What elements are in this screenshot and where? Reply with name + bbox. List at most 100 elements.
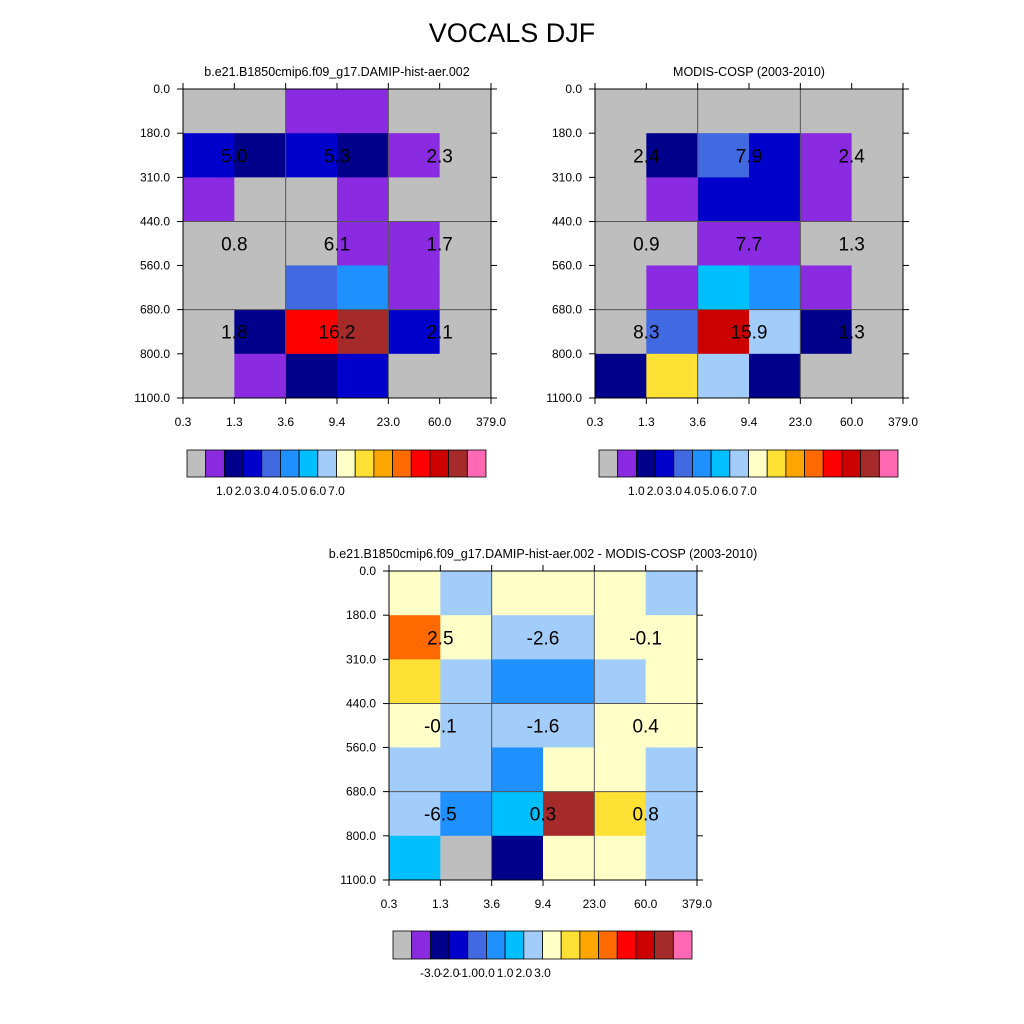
heatmap-cell	[646, 353, 699, 399]
colorbar-swatch	[336, 449, 356, 478]
heatmap-cell	[389, 615, 441, 660]
heatmap-cell	[594, 659, 647, 705]
heatmap-cell	[388, 265, 441, 311]
y-tick-label: 310.0	[552, 170, 582, 184]
heatmap-cell	[594, 835, 647, 881]
heatmap-cell	[234, 221, 287, 266]
colorbar-label: 6.0	[309, 484, 326, 498]
y-tick-label: 440.0	[140, 215, 170, 229]
heatmap-panel-3: b.e21.B1850cmip6.f09_g17.DAMIP-hist-aer.…	[329, 547, 757, 980]
y-tick-label: 560.0	[552, 258, 582, 272]
y-tick-label: 1100.0	[340, 873, 376, 887]
colorbar-swatch	[280, 449, 300, 478]
colorbar-swatch	[466, 449, 487, 478]
heatmap-cell	[595, 221, 647, 266]
heatmap-cell	[595, 177, 647, 223]
heatmap-cell	[183, 89, 235, 134]
colorbar-swatch	[429, 449, 450, 478]
colorbar-swatch	[261, 449, 281, 478]
colorbar-swatch	[804, 449, 824, 478]
heatmap-cell	[440, 791, 493, 837]
heatmap-cell	[749, 353, 801, 399]
heatmap-cell	[337, 265, 389, 311]
heatmap-cell	[491, 571, 544, 616]
x-tick-label: 379.0	[682, 897, 712, 911]
x-tick-label: 1.3	[432, 897, 449, 911]
colorbar-swatch	[616, 930, 637, 960]
heatmap-cell	[697, 133, 750, 178]
heatmap-cell	[543, 703, 595, 748]
heatmap-cell	[646, 221, 699, 266]
heatmap-cell	[645, 571, 698, 616]
heatmap-cell	[594, 615, 647, 660]
y-tick-label: 800.0	[346, 829, 376, 843]
heatmap-cell	[800, 353, 853, 399]
x-tick-label: 60.0	[428, 415, 452, 429]
heatmap-cell	[388, 309, 441, 355]
heatmap-cell	[389, 659, 441, 705]
colorbar-swatch	[860, 449, 880, 478]
heatmap-panel-1: b.e21.B1850cmip6.f09_g17.DAMIP-hist-aer.…	[134, 65, 506, 498]
block-value-label: 2.3	[426, 146, 452, 167]
heatmap-cell	[285, 177, 338, 223]
y-tick-label: 560.0	[140, 258, 170, 272]
y-tick-label: 440.0	[346, 697, 376, 711]
heatmap-cell	[697, 177, 750, 223]
colorbar-swatch	[766, 449, 787, 478]
heatmap-cell	[337, 309, 389, 355]
heatmap-cell	[646, 265, 699, 311]
heatmap-cell	[851, 353, 904, 399]
heatmap-cell	[439, 89, 492, 134]
colorbar-swatch	[710, 449, 731, 478]
heatmap-cell	[800, 177, 853, 223]
colorbar: 1.0 2.0 3.0 4.0 5.0 6.0 7.0	[186, 449, 487, 498]
colorbar-swatch	[748, 449, 768, 478]
heatmap-cell	[337, 221, 389, 266]
heatmap-cell	[697, 309, 750, 355]
heatmap-cell	[389, 571, 441, 616]
colorbar-swatch	[673, 449, 693, 478]
heatmap-cell	[389, 747, 441, 793]
colorbar-swatch	[504, 930, 525, 960]
heatmap-cell	[543, 747, 595, 793]
colorbar-label: 5.0	[703, 484, 720, 498]
block-value-label: 0.4	[632, 717, 659, 738]
heatmap-cell	[337, 89, 389, 134]
block-value-label: 1.8	[221, 323, 247, 344]
x-tick-label: 60.0	[840, 415, 864, 429]
heatmap-cell	[234, 309, 287, 355]
heatmap-cell	[439, 133, 492, 178]
y-tick-label: 0.0	[153, 82, 170, 96]
colorbar-swatch	[205, 449, 225, 478]
colorbar-label: 7.0	[328, 484, 345, 498]
heatmap-cell	[389, 703, 441, 748]
colorbar-swatch	[654, 930, 674, 960]
heatmap-cell	[491, 791, 544, 837]
colorbar-swatch	[635, 930, 656, 960]
block-value-label: 15.9	[731, 323, 768, 344]
heatmap-cell	[595, 309, 647, 355]
heatmap-cell	[645, 747, 698, 793]
y-tick-label: 0.0	[359, 564, 376, 578]
heatmap-cell	[234, 133, 287, 178]
colorbar-label: -1.0	[457, 966, 478, 980]
heatmap-cell	[543, 791, 595, 837]
colorbar-swatch	[317, 449, 337, 478]
block-value-label: 0.8	[632, 805, 658, 826]
heatmap-cell	[440, 659, 493, 705]
colorbar-label: 1.0	[497, 966, 514, 980]
heatmap-cell	[439, 177, 492, 223]
colorbar-swatch	[560, 930, 581, 960]
block-value-label: 2.1	[426, 323, 452, 344]
colorbar-label: 2.0	[647, 484, 664, 498]
heatmap-cell	[183, 265, 235, 311]
heatmap-cell	[749, 309, 801, 355]
colorbar-swatch	[486, 930, 506, 960]
block-value-label: 5.0	[221, 146, 247, 167]
heatmap-cell	[697, 221, 750, 266]
colorbar-swatch	[523, 930, 543, 960]
block-value-label: -0.1	[424, 717, 457, 738]
heatmap-cell	[440, 615, 493, 660]
heatmap-cell	[851, 309, 904, 355]
heatmap-cell	[388, 133, 441, 178]
